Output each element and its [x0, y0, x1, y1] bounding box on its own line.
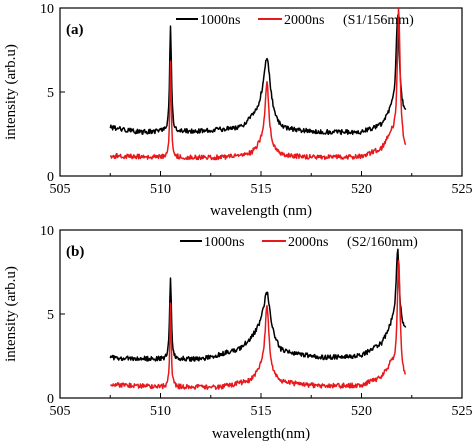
x-tick-label-b-520: 520: [351, 404, 372, 419]
x-tick-label-a-515: 515: [251, 182, 272, 197]
x-axis-label-b: wavelength(nm): [212, 426, 310, 442]
y-tick-label-a-5: 5: [47, 86, 54, 101]
y-axis-label-a: intensity (arb.u): [3, 44, 19, 140]
series-line-b-2000ns: [110, 259, 407, 390]
x-tick-label-a-510: 510: [150, 182, 171, 197]
y-tick-label-b-5: 5: [47, 308, 54, 323]
y-tick-label-b-0: 0: [47, 392, 54, 407]
legend-a: 1000ns 2000ns (S1/156mm): [176, 13, 414, 28]
legend-label-a-2000ns: 2000ns: [284, 13, 324, 28]
x-tick-label-a-520: 520: [351, 182, 372, 197]
y-tick-label-a-10: 10: [40, 2, 54, 17]
panel-label-b: (b): [66, 244, 84, 260]
x-tick-label-b-515: 515: [251, 404, 272, 419]
series-lines-b: [109, 248, 407, 390]
x-tick-label-a-505: 505: [50, 182, 71, 197]
annotation-a: (S1/156mm): [343, 13, 414, 28]
series-line-b-1000ns: [109, 248, 407, 363]
y-axis-label-b: intensity (arb.u): [3, 266, 19, 362]
series-line-a-1000ns: [109, 14, 407, 136]
annotation-b: (S2/160mm): [347, 235, 418, 250]
y-tick-label-a-0: 0: [47, 170, 54, 185]
x-tick-label-b-510: 510: [150, 404, 171, 419]
series-lines-a: [109, 8, 407, 161]
x-tick-label-b-525: 525: [452, 404, 473, 419]
legend-label-b-1000ns: 1000ns: [204, 235, 244, 250]
x-tick-label-a-525: 525: [452, 182, 473, 197]
panel-label-a: (a): [66, 22, 84, 38]
y-tick-label-b-10: 10: [40, 224, 54, 239]
legend-label-b-2000ns: 2000ns: [288, 235, 328, 250]
legend-label-a-1000ns: 1000ns: [200, 13, 240, 28]
x-tick-label-b-505: 505: [50, 404, 71, 419]
x-axis-label-a: wavelength (nm): [210, 203, 312, 219]
legend-b: 1000ns 2000ns (S2/160mm): [180, 235, 418, 250]
series-line-a-2000ns: [109, 8, 407, 161]
